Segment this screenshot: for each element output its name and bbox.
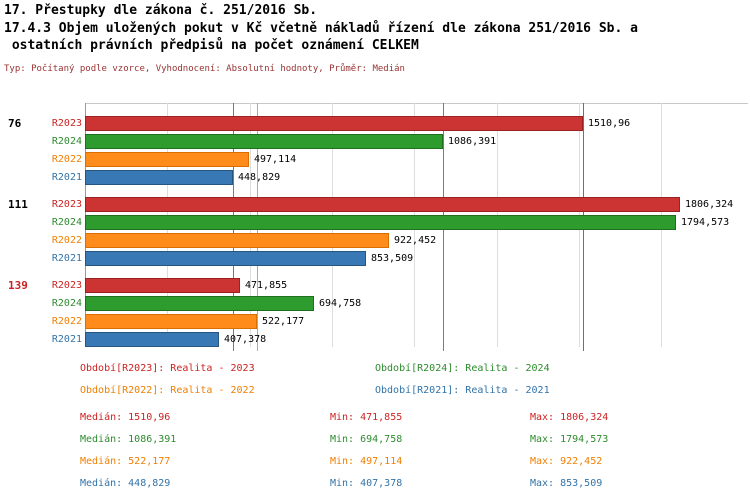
bar-value-label: 1794,573 (681, 217, 730, 228)
bar-series-label: R2024 (51, 136, 82, 147)
bar-row-76-r2023: 76 R2023 1510,96 (0, 116, 750, 131)
stat-min: Min: 471,855 (330, 412, 403, 423)
bar-series-label: R2021 (51, 334, 82, 345)
group-label: 76 (8, 117, 22, 130)
chart-title-line1: 17.4.3 Objem uložených pokut v Kč včetně… (4, 21, 638, 36)
chart-subtitle: Typ: Počítaný podle vzorce, Vyhodnocení:… (4, 64, 405, 74)
stat-max: Max: 1794,573 (530, 434, 609, 445)
stats-row-r2023: Medián: 1510,96 Min: 471,855 Max: 1806,3… (0, 412, 750, 428)
stat-min: Min: 497,114 (330, 456, 403, 467)
bar-r2021 (85, 332, 219, 347)
stats-row-r2024: Medián: 1086,391 Min: 694,758 Max: 1794,… (0, 434, 750, 450)
bar-series-label: R2022 (51, 316, 82, 327)
bar-r2024 (85, 296, 314, 311)
stat-min: Min: 694,758 (330, 434, 403, 445)
legend-item-r2023: Období[R2023]: Realita - 2023 (80, 363, 255, 374)
bar-series-label: R2023 (51, 280, 82, 291)
stats-summary: Medián: 1510,96 Min: 471,855 Max: 1806,3… (0, 408, 750, 498)
bar-r2023 (85, 278, 240, 293)
group-label: 111 (8, 198, 28, 211)
bar-r2022 (85, 233, 389, 248)
report-title: 17. Přestupky dle zákona č. 251/2016 Sb. (4, 3, 318, 18)
bar-row-111-r2023: 111 R2023 1806,324 (0, 197, 750, 212)
bar-value-label: 922,452 (394, 235, 437, 246)
bar-value-label: 407,378 (224, 334, 267, 345)
stat-median: Medián: 1086,391 (80, 434, 177, 445)
plot-top-border (85, 103, 748, 104)
bar-r2023 (85, 116, 583, 131)
bar-value-label: 853,509 (371, 253, 414, 264)
stat-max: Max: 922,452 (530, 456, 603, 467)
bar-value-label: 448,829 (238, 172, 281, 183)
bar-row-76-r2022: R2022 497,114 (0, 152, 750, 167)
stat-median: Medián: 522,177 (80, 456, 171, 467)
bar-value-label: 522,177 (262, 316, 305, 327)
bar-row-111-r2024: R2024 1794,573 (0, 215, 750, 230)
bar-series-label: R2023 (51, 199, 82, 210)
bar-r2024 (85, 215, 676, 230)
bar-value-label: 1086,391 (448, 136, 497, 147)
legend-item-r2022: Období[R2022]: Realita - 2022 (80, 385, 255, 396)
stat-median: Medián: 1510,96 (80, 412, 171, 423)
bar-series-label: R2023 (51, 118, 82, 129)
bar-chart: 76 R2023 1510,96 R2024 1086,391 R2022 497,114 R… (0, 100, 750, 356)
bar-r2021 (85, 251, 366, 266)
bar-r2022 (85, 314, 257, 329)
bar-row-139-r2021: R2021 407,378 (0, 332, 750, 347)
bar-series-label: R2024 (51, 217, 82, 228)
bar-value-label: 1510,96 (588, 118, 631, 129)
bar-value-label: 694,758 (319, 298, 362, 309)
bar-row-76-r2021: R2021 448,829 (0, 170, 750, 185)
stats-row-r2021: Medián: 448,829 Min: 407,378 Max: 853,50… (0, 478, 750, 494)
bar-row-139-r2022: R2022 522,177 (0, 314, 750, 329)
bar-r2023 (85, 197, 680, 212)
bar-series-label: R2021 (51, 172, 82, 183)
chart-title-line2: ostatních právních předpisů na počet ozn… (4, 38, 419, 53)
legend-item-r2024: Období[R2024]: Realita - 2024 (375, 363, 550, 374)
stat-min: Min: 407,378 (330, 478, 403, 489)
legend-item-r2021: Období[R2021]: Realita - 2021 (375, 385, 550, 396)
bar-series-label: R2024 (51, 298, 82, 309)
stat-max: Max: 1806,324 (530, 412, 609, 423)
bar-row-111-r2022: R2022 922,452 (0, 233, 750, 248)
stats-row-r2022: Medián: 522,177 Min: 497,114 Max: 922,45… (0, 456, 750, 472)
bar-value-label: 497,114 (254, 154, 297, 165)
bar-r2022 (85, 152, 249, 167)
bar-row-139-r2023: 139 R2023 471,855 (0, 278, 750, 293)
bar-series-label: R2021 (51, 253, 82, 264)
bar-row-139-r2024: R2024 694,758 (0, 296, 750, 311)
bar-series-label: R2022 (51, 154, 82, 165)
legend: Období[R2023]: Realita - 2023 Období[R20… (0, 360, 750, 404)
stat-median: Medián: 448,829 (80, 478, 171, 489)
bar-value-label: 1806,324 (685, 199, 734, 210)
bar-r2021 (85, 170, 233, 185)
stat-max: Max: 853,509 (530, 478, 603, 489)
bar-row-111-r2021: R2021 853,509 (0, 251, 750, 266)
bar-row-76-r2024: R2024 1086,391 (0, 134, 750, 149)
group-label: 139 (8, 279, 28, 292)
bar-series-label: R2022 (51, 235, 82, 246)
bar-value-label: 471,855 (245, 280, 288, 291)
bar-r2024 (85, 134, 443, 149)
